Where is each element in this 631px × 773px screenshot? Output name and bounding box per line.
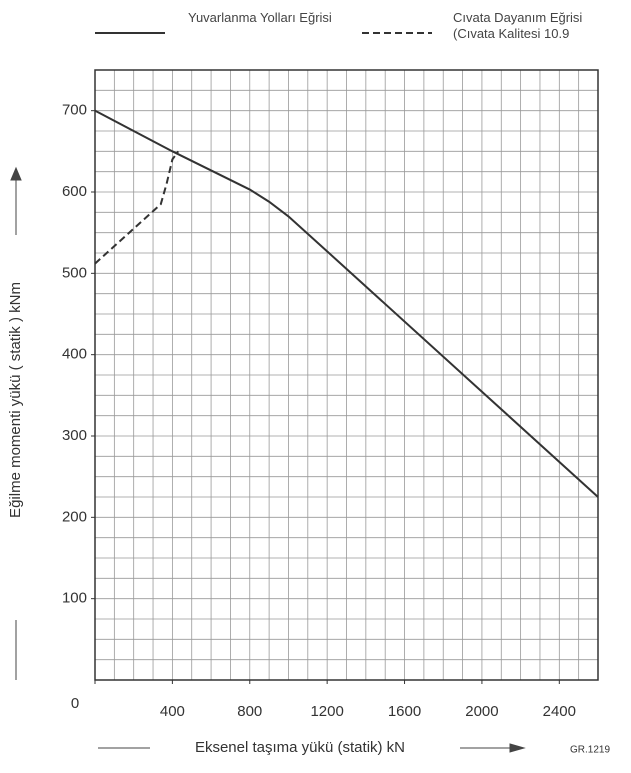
y-tick-label: 700 — [62, 102, 87, 119]
y-tick-label: 400 — [62, 346, 87, 363]
line-series — [94, 150, 180, 265]
y-tick-label: 600 — [62, 183, 87, 200]
x-axis-label: Eksenel taşıma yükü (statik) kN — [195, 739, 405, 756]
note: GR.1219 — [570, 745, 610, 756]
x-tick-label: 2000 — [465, 703, 498, 720]
y-tick-label: 100 — [62, 590, 87, 607]
legend-label: Cıvata Dayanım Eğrisi (Cıvata Kalitesi 1… — [453, 10, 583, 41]
y-tick-label: 300 — [62, 427, 87, 444]
x-tick-label: 2400 — [543, 703, 576, 720]
y-axis-label: Eğilme momenti yükü ( statik ) kNm — [7, 282, 24, 518]
x-tick-label: 1200 — [310, 703, 343, 720]
x-tick-label: 800 — [237, 703, 262, 720]
line-series — [94, 109, 599, 498]
x-tick-label: 0 — [71, 695, 79, 712]
y-tick-label: 200 — [62, 508, 87, 525]
axis-arrows — [10, 166, 526, 753]
x-tick-label: 1600 — [388, 703, 421, 720]
y-tick-label: 500 — [62, 264, 87, 281]
x-tick-label: 400 — [160, 703, 185, 720]
plot-frame — [94, 69, 599, 681]
legend-label: Yuvarlanma Yolları Eğrisi — [188, 10, 332, 25]
